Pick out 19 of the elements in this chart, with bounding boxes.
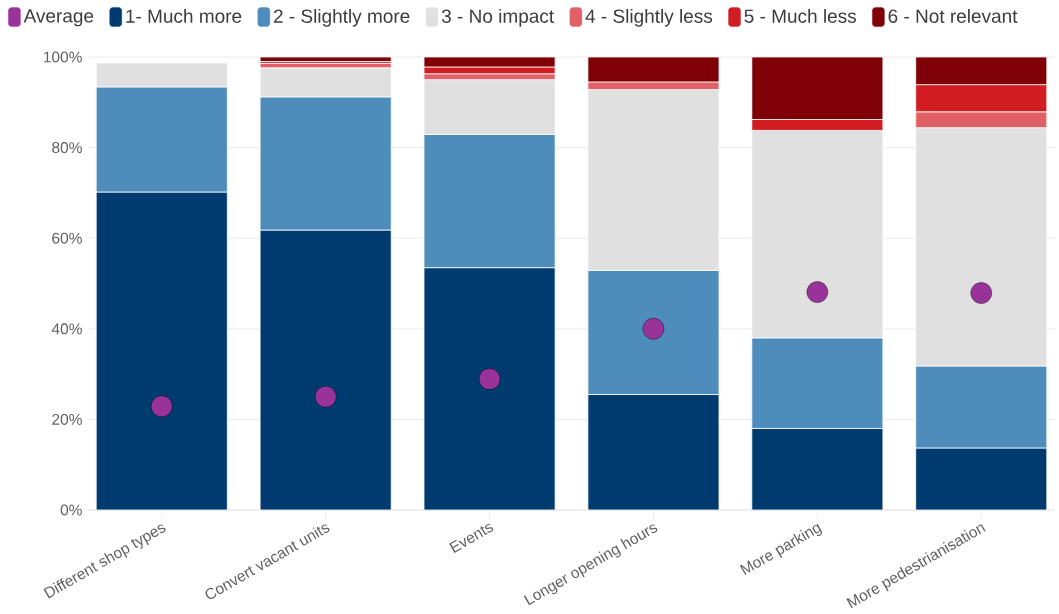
point bbox=[970, 282, 992, 304]
legend-label: 5 - Much less bbox=[744, 8, 856, 23]
legend-label: 1- Much more bbox=[126, 8, 242, 23]
point bbox=[478, 368, 501, 390]
legend-label: 6 - Not relevant bbox=[888, 8, 1018, 23]
legend-label: 2 - Slightly more bbox=[273, 8, 410, 27]
y-tick-label: 60% bbox=[52, 232, 82, 244]
y-tick-label: 100% bbox=[44, 51, 82, 63]
y-tick-label: 80% bbox=[52, 142, 82, 154]
point bbox=[151, 395, 173, 417]
y-tick-label: 20% bbox=[52, 413, 82, 425]
point bbox=[806, 281, 829, 303]
legend-label: 4 - Slightly less bbox=[585, 8, 713, 27]
legend-label: 3 - No impact bbox=[441, 8, 554, 27]
y-tick-label: 40% bbox=[51, 323, 82, 335]
point bbox=[314, 386, 337, 408]
legend-label: Average bbox=[23, 9, 94, 27]
y-tick-label: 0% bbox=[60, 504, 82, 516]
point bbox=[642, 318, 665, 340]
